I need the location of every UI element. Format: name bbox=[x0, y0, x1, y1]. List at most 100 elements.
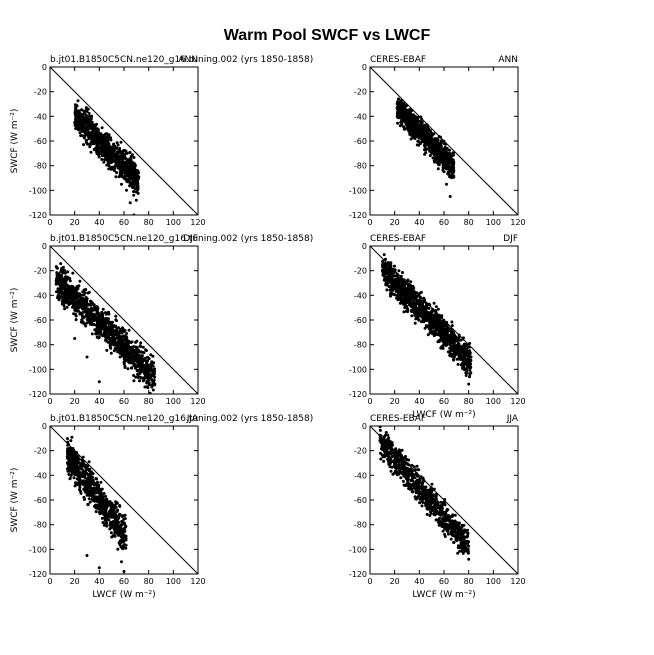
scatter-point bbox=[93, 328, 97, 332]
scatter-point bbox=[105, 336, 109, 340]
scatter-point bbox=[468, 375, 471, 379]
scatter-point bbox=[129, 341, 133, 344]
scatter-point bbox=[417, 313, 421, 317]
scatter-point bbox=[97, 155, 101, 159]
scatter-point bbox=[126, 342, 130, 346]
scatter-point bbox=[121, 547, 125, 551]
scatter-point bbox=[109, 346, 113, 350]
scatter-point bbox=[421, 306, 424, 309]
scatter-point bbox=[153, 382, 157, 386]
scatter-point bbox=[102, 506, 106, 510]
scatter-point bbox=[448, 341, 452, 344]
x-tick-label: 120 bbox=[190, 218, 205, 227]
scatter-point bbox=[443, 323, 447, 327]
scatter-point bbox=[402, 125, 406, 129]
scatter-point bbox=[84, 324, 88, 328]
scatter-point bbox=[441, 323, 445, 326]
scatter-point bbox=[403, 112, 407, 116]
scatter-point bbox=[140, 356, 144, 360]
scatter-point bbox=[433, 142, 437, 146]
scatter-point bbox=[112, 142, 116, 146]
scatter-point bbox=[383, 271, 387, 275]
scatter-point bbox=[67, 472, 71, 476]
y-tick-label: -100 bbox=[29, 365, 47, 374]
y-tick-label: -120 bbox=[29, 211, 47, 220]
scatter-point bbox=[127, 174, 131, 178]
scatter-point bbox=[118, 504, 122, 507]
y-tick-label: -60 bbox=[34, 137, 47, 146]
scatter-point bbox=[432, 334, 436, 338]
reference-line bbox=[369, 66, 519, 216]
scatter-point bbox=[150, 360, 154, 364]
scatter-point bbox=[405, 296, 409, 300]
scatter-point bbox=[434, 305, 438, 309]
scatter-point bbox=[134, 345, 137, 349]
scatter-point bbox=[464, 354, 468, 358]
scatter-point bbox=[442, 170, 446, 174]
scatter-point bbox=[57, 293, 61, 296]
scatter-point bbox=[383, 262, 387, 266]
scatter-point bbox=[132, 190, 135, 193]
scatter-point bbox=[136, 186, 140, 190]
scatter-point bbox=[144, 363, 148, 367]
scatter-point bbox=[409, 288, 413, 292]
scatter-point bbox=[430, 132, 434, 136]
scatter-point bbox=[415, 124, 419, 128]
scatter-point bbox=[430, 139, 434, 143]
scatter-point bbox=[66, 300, 70, 304]
scatter-point bbox=[122, 538, 126, 541]
scatter-point bbox=[418, 123, 422, 127]
scatter-point bbox=[404, 300, 408, 304]
scatter-point bbox=[387, 275, 390, 279]
scatter-point bbox=[70, 435, 74, 439]
scatter-point bbox=[113, 338, 117, 342]
scatter-point bbox=[96, 306, 100, 310]
scatter-point bbox=[88, 143, 92, 147]
scatter-point bbox=[85, 303, 89, 307]
scatter-point bbox=[437, 150, 440, 154]
scatter-point bbox=[87, 120, 91, 124]
scatter-point bbox=[88, 500, 92, 504]
scatter-point bbox=[426, 333, 430, 337]
scatter-point bbox=[116, 531, 120, 535]
scatter-point bbox=[147, 383, 151, 387]
scatter-point bbox=[130, 354, 134, 358]
scatter-point bbox=[417, 318, 421, 322]
scatter-point bbox=[452, 350, 456, 354]
scatter-point bbox=[380, 269, 384, 273]
scatter-point bbox=[397, 280, 401, 284]
scatter-point bbox=[109, 505, 113, 509]
scatter-point bbox=[389, 294, 392, 298]
scatter-point bbox=[405, 114, 409, 118]
scatter-point bbox=[147, 366, 151, 370]
scatter-point bbox=[433, 158, 437, 162]
y-tick-label: -60 bbox=[354, 316, 367, 325]
scatter-point bbox=[108, 341, 112, 345]
x-tick-label: 0 bbox=[47, 397, 52, 406]
scatter-point bbox=[61, 285, 65, 289]
x-tick-label: 40 bbox=[414, 218, 424, 227]
scatter-point bbox=[92, 323, 96, 327]
scatter-point bbox=[77, 309, 80, 313]
scatter-point bbox=[79, 293, 82, 297]
scatter-point bbox=[116, 150, 120, 154]
scatter-point bbox=[118, 334, 122, 338]
scatter-point bbox=[98, 506, 101, 510]
x-tick-label: 20 bbox=[390, 218, 400, 227]
scatter-point bbox=[85, 109, 89, 113]
scatter-point bbox=[402, 310, 406, 314]
y-tick-label: 0 bbox=[42, 242, 47, 251]
scatter-point bbox=[77, 466, 81, 470]
scatter-point bbox=[429, 327, 432, 331]
scatter-point bbox=[122, 521, 126, 525]
scatter-point bbox=[91, 139, 95, 143]
y-tick-label: -20 bbox=[34, 267, 47, 276]
scatter-point bbox=[399, 101, 403, 105]
scatter-point bbox=[445, 182, 448, 186]
scatter-point bbox=[112, 159, 116, 163]
y-tick-label: -40 bbox=[34, 291, 47, 300]
scatter-point bbox=[79, 482, 83, 486]
scatter-point bbox=[439, 346, 443, 350]
scatter-point bbox=[435, 155, 439, 158]
scatter-point bbox=[114, 155, 118, 159]
